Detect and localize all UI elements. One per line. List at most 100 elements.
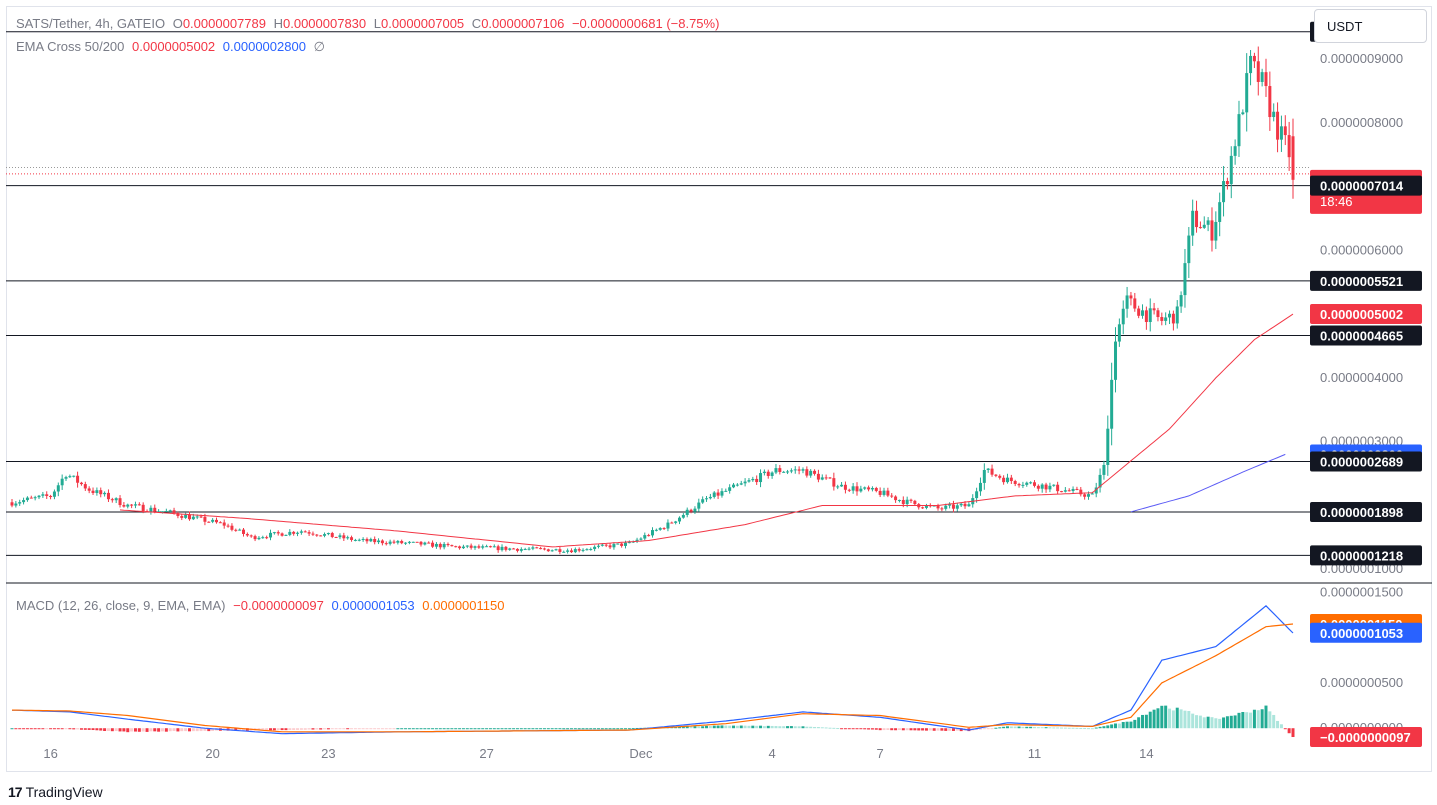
tradingview-footer[interactable]: 17 TradingView [8, 784, 103, 800]
candle-body [620, 543, 624, 546]
candle-body [554, 549, 558, 551]
macd-histogram-bar [1206, 716, 1210, 729]
macd-histogram-bar [1218, 718, 1222, 729]
macd-histogram-bar [1052, 727, 1056, 729]
currency-button[interactable]: USDT [1314, 9, 1427, 43]
candle-body [608, 545, 612, 548]
macd-histogram-bar [83, 728, 87, 730]
macd-histogram-bar [434, 728, 438, 730]
candle-body [103, 492, 107, 495]
candle-body [353, 539, 357, 541]
candle-body [1056, 484, 1060, 492]
macd-histogram-bar [353, 728, 357, 730]
ema-slow-value: 0.0000002800 [222, 39, 306, 54]
macd-histogram-bar [446, 728, 450, 730]
macd-histogram-bar [1017, 726, 1021, 729]
macd-histogram-bar [280, 728, 284, 731]
candle-body [1198, 227, 1202, 229]
ema-fast-line [119, 313, 1294, 548]
macd-hist-value: −0.0000000097 [233, 598, 324, 613]
candle-body [326, 533, 330, 535]
candle-body [859, 488, 863, 492]
candle-body [1210, 220, 1214, 241]
candle-body [242, 529, 246, 534]
macd-histogram-bar [338, 728, 342, 730]
candle-body [766, 471, 770, 476]
macd-histogram-bar [909, 728, 913, 731]
macd-histogram-bar [1287, 728, 1291, 734]
candle-body [292, 531, 296, 534]
macd-histogram-bar [168, 728, 172, 732]
candle-body [207, 521, 211, 523]
macd-histogram-bar [1063, 727, 1067, 729]
candle-body [157, 511, 161, 513]
macd-histogram-bar [326, 728, 330, 730]
macd-histogram-bar [882, 728, 886, 731]
macd-histogram-bar [1276, 720, 1280, 729]
candle-body [654, 529, 658, 531]
macd-histogram-bar [816, 727, 820, 729]
macd-histogram-bar [1075, 727, 1079, 729]
candle-body [492, 546, 496, 548]
symbol-legend: SATS/Tether, 4h, GATEIO O0.0000007789 H0… [16, 16, 723, 31]
macd-histogram-bar [1164, 705, 1168, 729]
macd-histogram-bar [191, 728, 195, 732]
candle-body [1040, 484, 1044, 489]
candle-body [759, 473, 763, 483]
price-axis-tick-label: 0.0000004000 [1320, 370, 1403, 385]
candle-body [512, 548, 516, 550]
candle-body [789, 470, 793, 472]
candle-body [377, 540, 381, 543]
candle-body [52, 491, 56, 497]
macd-histogram-bar [955, 728, 959, 731]
macd-histogram-bar [1168, 708, 1172, 729]
macd-histogram-bar [986, 728, 990, 730]
macd-histogram-bar [199, 728, 203, 732]
candle-body [793, 469, 797, 471]
macd-histogram-bar [874, 728, 878, 730]
candle-body [214, 519, 218, 523]
candle-body [83, 484, 87, 489]
macd-histogram-bar [257, 728, 261, 731]
macd-histogram-bar [427, 728, 431, 730]
macd-histogram-bar [596, 728, 600, 730]
macd-histogram-bar [828, 727, 832, 729]
macd-histogram-bar [384, 728, 388, 730]
macd-histogram-bar [774, 726, 778, 729]
candle-body [384, 543, 388, 545]
macd-histogram-bar [1110, 724, 1114, 729]
macd-histogram-bar [1079, 727, 1083, 729]
candle-body [1021, 484, 1025, 486]
macd-histogram-bar [847, 728, 851, 730]
macd-histogram-bar [786, 726, 790, 729]
time-axis-tick-label: 23 [321, 746, 335, 761]
candle-body [1214, 221, 1218, 241]
ema-indicator-label[interactable]: EMA Cross 50/200 [16, 39, 125, 54]
macd-histogram-bar [265, 728, 269, 731]
macd-histogram-bar [894, 728, 898, 731]
macd-histogram-bar [41, 728, 45, 730]
macd-histogram-bar [334, 728, 338, 730]
macd-indicator-label[interactable]: MACD (12, 26, close, 9, EMA, EMA) [16, 598, 226, 613]
macd-histogram-bar [145, 728, 149, 732]
macd-histogram-bar [477, 728, 481, 730]
candle-body [604, 544, 608, 546]
candle-body [732, 484, 736, 488]
macd-histogram-bar [492, 728, 496, 730]
candle-body [396, 540, 400, 543]
candle-body [446, 543, 450, 546]
candle-body [1141, 310, 1145, 316]
macd-line [11, 604, 1294, 735]
macd-histogram-bar [133, 728, 137, 732]
symbol-label[interactable]: SATS/Tether, 4h, GATEIO [16, 16, 166, 31]
candle-body [816, 473, 820, 480]
candle-body [191, 516, 195, 520]
candle-body [832, 478, 836, 487]
candle-body [22, 500, 26, 503]
candle-body [990, 468, 994, 475]
level-price-label: 0.0000002689 [1320, 455, 1403, 470]
ema-fast-price-label-box [1310, 304, 1422, 325]
candle-body [951, 504, 955, 509]
